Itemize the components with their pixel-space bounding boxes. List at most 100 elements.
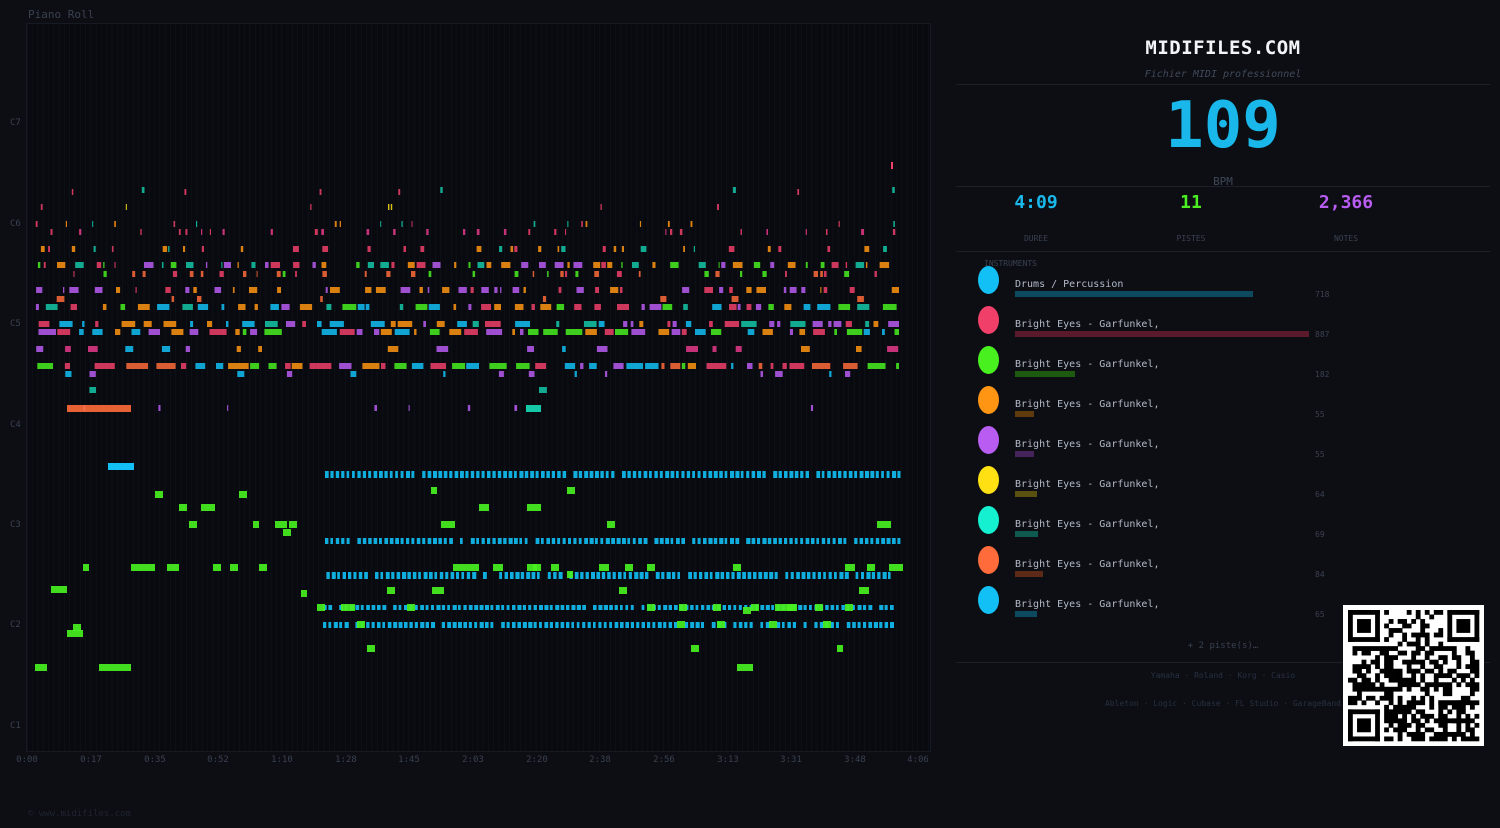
note-block bbox=[672, 572, 676, 579]
qr-code[interactable] bbox=[1343, 605, 1484, 746]
instrument-row[interactable]: Bright Eyes - Garfunkel, 65 bbox=[976, 584, 1336, 624]
note-block bbox=[454, 471, 459, 478]
note-block bbox=[125, 204, 127, 210]
note-block bbox=[400, 287, 411, 293]
note-block bbox=[704, 271, 709, 277]
note-block bbox=[389, 538, 394, 544]
note-block bbox=[778, 538, 782, 544]
note-block bbox=[812, 572, 816, 579]
note-block bbox=[838, 221, 840, 227]
note-block bbox=[789, 538, 793, 544]
note-block bbox=[137, 304, 150, 310]
x-label: 3:31 bbox=[780, 755, 802, 765]
note-block bbox=[721, 262, 726, 268]
note-block bbox=[576, 622, 580, 628]
instrument-note-count: 65 bbox=[1315, 610, 1325, 619]
note-block bbox=[213, 564, 221, 571]
note-block bbox=[526, 572, 531, 579]
note-block bbox=[367, 262, 374, 268]
instrument-color-dot bbox=[978, 466, 999, 494]
note-block bbox=[827, 538, 831, 544]
note-block bbox=[370, 321, 385, 327]
grid-line bbox=[175, 24, 176, 751]
note-block bbox=[183, 246, 186, 252]
qr-module bbox=[1415, 637, 1421, 642]
qr-module bbox=[1393, 704, 1398, 710]
note-block bbox=[43, 262, 46, 268]
duration-label: DUREE bbox=[1023, 234, 1049, 243]
note-block bbox=[358, 572, 363, 579]
instrument-row[interactable]: Bright Eyes - Garfunkel, 55 bbox=[976, 384, 1336, 424]
qr-module bbox=[1397, 731, 1403, 737]
qr-module bbox=[1433, 682, 1439, 688]
note-block bbox=[108, 463, 134, 470]
note-block bbox=[449, 471, 453, 478]
instrument-row[interactable]: Bright Eyes - Garfunkel, 69 bbox=[976, 504, 1336, 544]
note-block bbox=[185, 287, 190, 293]
note-block bbox=[762, 471, 766, 478]
note-block bbox=[442, 287, 450, 293]
instrument-row[interactable]: Bright Eyes - Garfunkel, 84 bbox=[976, 544, 1336, 584]
qr-module bbox=[1370, 646, 1376, 651]
note-block bbox=[344, 622, 349, 628]
note-block bbox=[512, 605, 516, 610]
note-block bbox=[539, 605, 543, 610]
note-block bbox=[625, 605, 629, 610]
note-block bbox=[423, 321, 426, 327]
note-block bbox=[498, 371, 504, 377]
grid-line bbox=[53, 24, 55, 751]
note-block bbox=[249, 287, 258, 293]
note-block bbox=[626, 363, 644, 369]
note-block bbox=[45, 304, 58, 310]
qr-module bbox=[1442, 736, 1448, 742]
instrument-row[interactable]: Bright Eyes - Garfunkel, 887 bbox=[976, 304, 1336, 344]
note-block bbox=[728, 605, 732, 610]
note-block bbox=[500, 287, 502, 293]
qr-module bbox=[1375, 664, 1380, 670]
instrument-row[interactable]: Bright Eyes - Garfunkel, 64 bbox=[976, 464, 1336, 504]
note-block bbox=[704, 287, 713, 293]
note-block bbox=[668, 622, 673, 628]
note-block bbox=[501, 622, 505, 628]
y-label-c5: C5 bbox=[10, 319, 21, 329]
note-block bbox=[549, 605, 553, 610]
note-block bbox=[504, 572, 508, 579]
note-block bbox=[88, 346, 98, 352]
note-block bbox=[611, 471, 615, 478]
qr-module bbox=[1415, 614, 1421, 620]
note-block bbox=[321, 329, 337, 335]
grid-line bbox=[578, 24, 579, 751]
note-block bbox=[350, 371, 357, 377]
note-block bbox=[787, 604, 797, 611]
grid-line bbox=[143, 24, 145, 751]
note-block bbox=[463, 564, 479, 571]
brand-subtitle: Fichier MIDI professionnel bbox=[1144, 69, 1302, 80]
note-block bbox=[607, 572, 611, 579]
qr-module bbox=[1465, 727, 1471, 733]
note-block bbox=[733, 564, 741, 571]
note-block bbox=[593, 605, 597, 610]
qr-module bbox=[1357, 695, 1362, 701]
instrument-row[interactable]: Bright Eyes - Garfunkel, 55 bbox=[976, 424, 1336, 464]
grid-line bbox=[265, 24, 267, 751]
note-block bbox=[843, 538, 847, 544]
note-block bbox=[843, 363, 858, 369]
more-tracks-link[interactable]: + 2 piste(s)… bbox=[1187, 641, 1259, 651]
qr-code-pattern bbox=[1348, 610, 1480, 742]
note-block bbox=[474, 622, 478, 628]
note-block bbox=[419, 287, 423, 293]
instrument-row[interactable]: Drums / Percussion 718 bbox=[976, 264, 1336, 304]
note-block bbox=[655, 572, 660, 579]
qr-module bbox=[1429, 682, 1435, 688]
note-block bbox=[506, 622, 510, 628]
grid-line bbox=[896, 24, 897, 751]
note-block bbox=[460, 471, 464, 478]
note-block bbox=[360, 605, 364, 610]
piano-roll-canvas[interactable] bbox=[26, 23, 931, 752]
grid-line bbox=[292, 24, 293, 751]
instrument-row[interactable]: Bright Eyes - Garfunkel, 182 bbox=[976, 344, 1336, 384]
note-block bbox=[845, 371, 851, 377]
qr-module bbox=[1379, 646, 1385, 651]
note-block bbox=[362, 538, 367, 544]
qr-module bbox=[1474, 713, 1480, 719]
